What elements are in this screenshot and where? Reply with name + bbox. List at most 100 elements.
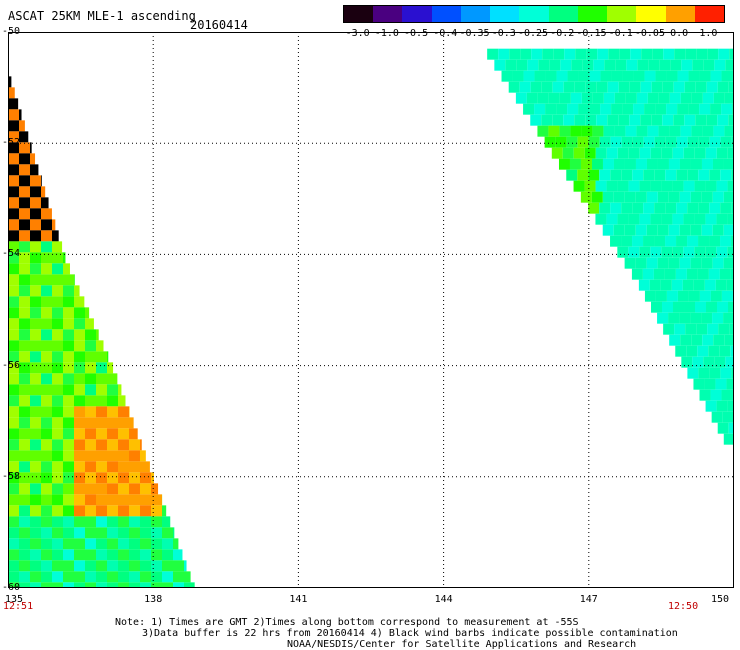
swath-cell [676,235,688,247]
swath-cell [19,142,30,154]
swath-cell [118,439,129,451]
swath-cell [19,351,30,363]
swath-cell [30,219,41,231]
swath-cell [728,422,734,434]
swath-cell [721,70,733,82]
swath-cell [552,114,564,126]
swath-cell [30,527,41,539]
swath-cell [530,114,542,126]
swath-cell [602,191,614,203]
swath-cell [19,428,30,440]
swath-cell [635,257,647,269]
swath-cell [537,125,549,137]
swath-cell [685,48,697,60]
swath-cell [8,230,19,242]
swath-cell [140,516,151,528]
swath-cell [698,169,710,181]
swath-cell [534,103,546,115]
swath-cell [570,125,582,137]
swath-cell [118,582,129,588]
swath-cell [658,125,670,137]
swath-cell [635,158,647,170]
swath-cell [710,70,722,82]
swath-cell [74,527,85,539]
swath-cell [695,301,707,313]
swath-cell [698,202,710,214]
swath-cell [118,527,129,539]
swath-cell [85,329,96,341]
swath-cell [74,571,85,583]
swath-cell [694,213,706,225]
swath-cell [118,516,129,528]
swath-cell [41,340,52,352]
swath-cell [577,136,589,148]
swath-cell [512,70,524,82]
swath-cell [654,136,666,148]
swath-cell [723,158,734,170]
swath-cell [8,285,19,297]
swath-cell [545,70,557,82]
swath-cell [30,439,41,451]
swath-cell [41,296,52,308]
swath-cell [107,483,118,495]
swath-cell [63,263,70,275]
swath-cell [709,169,721,181]
swath-cell [52,494,63,506]
swath-cell [701,257,713,269]
swath-cell [578,103,590,115]
swath-cell [19,417,30,429]
swath-cell [129,516,140,528]
colorbar-segment-9 [607,6,637,22]
swath-cell [8,98,19,110]
swath-cell [140,472,151,484]
swath-cell [63,373,74,385]
swath-cell [719,345,731,357]
swath-cell [661,213,673,225]
swath-cell [129,494,140,506]
swath-cell [633,103,645,115]
swath-cell [588,136,600,148]
swath-cell [85,571,96,583]
swath-cell [41,175,42,187]
swath-cell [668,312,680,324]
swath-cell [676,136,688,148]
swath-cell [646,191,658,203]
swath-cell [575,48,587,60]
swath-cell [8,472,19,484]
swath-cell [107,373,118,385]
swath-cell [8,120,19,132]
swath-cell [687,235,699,247]
swath-cell [541,81,553,93]
swath-cell [545,103,557,115]
swath-cell [679,158,691,170]
swath-cell [41,505,52,517]
swath-cell [668,224,680,236]
swath-cell [691,334,703,346]
swath-cell [644,70,656,82]
swath-cell [624,224,636,236]
swath-cell [615,59,627,71]
swath-cell [706,81,718,93]
swath-cell [567,70,579,82]
swath-cell [140,439,142,451]
swath-cell [621,136,633,148]
swath-cell [30,395,41,407]
swath-cell [498,48,510,60]
colorbar-segment-11 [665,6,695,22]
swath-cell [716,246,728,258]
swath-cell [582,59,594,71]
swath-cell [643,235,655,247]
swath-cell [617,246,629,258]
swath-cell [693,279,705,291]
swath-cell [586,48,598,60]
swath-cell [19,131,29,143]
swath-cell [626,59,638,71]
swath-cell [63,483,74,495]
swath-cell [8,549,19,561]
swath-cell [107,395,118,407]
swath-cell [563,114,575,126]
swath-cell [610,202,622,214]
swath-cell [52,527,63,539]
colorbar-label: -0.25 [517,28,549,39]
swath-cell [52,230,59,242]
